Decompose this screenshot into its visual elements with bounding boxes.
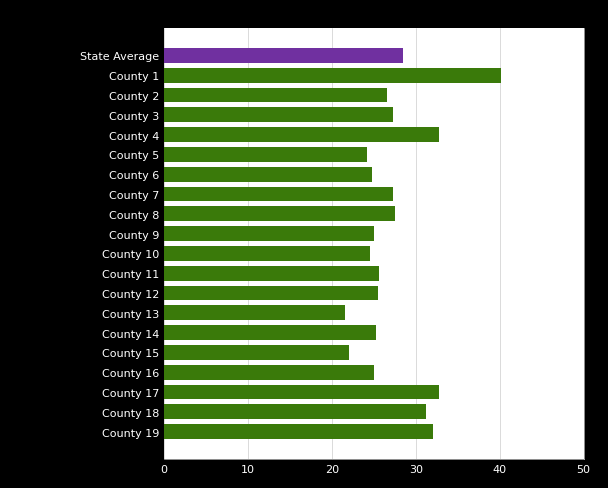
Bar — [164, 266, 379, 281]
Bar — [164, 425, 433, 439]
Bar — [164, 325, 376, 340]
Bar — [164, 167, 372, 182]
Bar — [164, 286, 378, 301]
Bar — [164, 69, 502, 83]
Bar — [164, 148, 367, 163]
Bar — [164, 49, 403, 63]
Bar — [164, 346, 349, 360]
Bar — [164, 227, 374, 242]
Bar — [164, 365, 374, 380]
Bar — [164, 306, 345, 321]
Bar — [164, 385, 440, 400]
Bar — [164, 128, 438, 142]
Bar — [164, 246, 370, 261]
Bar — [164, 187, 393, 202]
Bar — [164, 108, 393, 123]
Bar — [164, 88, 387, 103]
Bar — [164, 207, 395, 222]
Bar — [164, 405, 426, 419]
